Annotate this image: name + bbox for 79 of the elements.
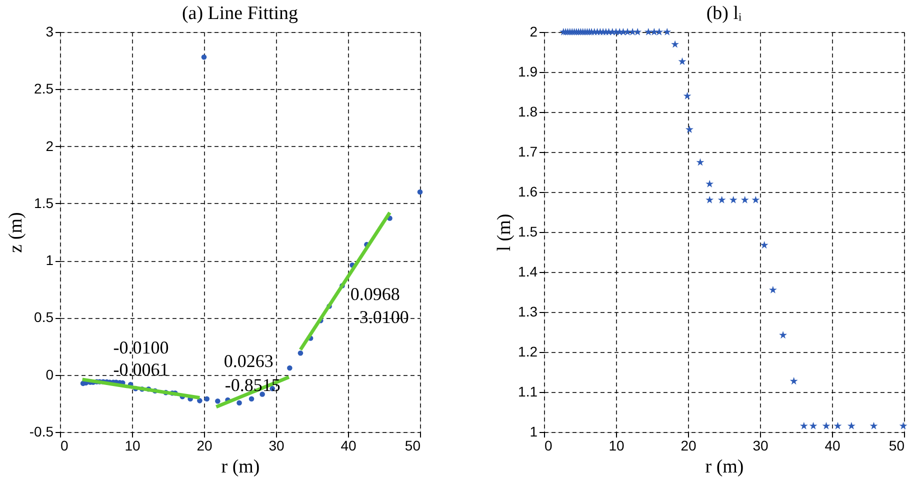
chart-title: (a) Line Fitting — [182, 3, 299, 24]
point — [650, 28, 658, 36]
point — [417, 189, 423, 195]
y-tick-label: 1.5 — [518, 224, 538, 240]
point — [678, 57, 686, 65]
point — [696, 158, 704, 166]
x-tick-label: 50 — [404, 438, 421, 454]
x-tick-label: 10 — [608, 438, 624, 454]
y-axis-title: z (m) — [5, 212, 26, 253]
x-tick-label: 10 — [124, 438, 140, 454]
point — [248, 396, 254, 402]
y-tick-label: 1.8 — [518, 104, 538, 120]
x-axis-title: r (m) — [705, 456, 744, 478]
y-tick-label: -0.5 — [29, 424, 54, 440]
y-tick-label: 1.9 — [518, 64, 538, 80]
point — [624, 28, 632, 36]
point — [760, 241, 768, 249]
point — [740, 196, 749, 204]
annotation: 0.0263 — [224, 351, 274, 371]
point — [870, 422, 878, 430]
point — [790, 377, 798, 385]
point — [204, 396, 210, 402]
point — [634, 28, 642, 36]
point — [706, 180, 714, 188]
y-tick-label: 1.2 — [518, 344, 538, 360]
y-tick-label: 2 — [46, 138, 54, 154]
x-tick-label: 40 — [824, 438, 840, 454]
x-tick-label: 20 — [680, 438, 696, 454]
x-tick-label: 30 — [268, 438, 284, 454]
point — [683, 92, 692, 100]
y-tick-label: 1 — [530, 424, 538, 440]
annotation: -0.0100 — [113, 338, 169, 358]
point — [809, 422, 818, 430]
point — [298, 350, 304, 356]
point — [899, 422, 908, 430]
y-tick-label: 2.5 — [34, 80, 54, 97]
y-tick-label: 1.5 — [34, 194, 54, 211]
y-tick-label: 3 — [46, 24, 54, 40]
annotation: 0.0968 — [350, 284, 400, 304]
point — [800, 422, 808, 430]
annotation: -3.0100 — [353, 307, 409, 328]
y-tick-label: 0 — [46, 366, 54, 382]
point — [847, 422, 856, 430]
point — [663, 28, 672, 36]
point — [834, 422, 842, 430]
x-tick-label: 0 — [544, 438, 552, 454]
x-tick-label: 20 — [196, 438, 212, 454]
point — [685, 125, 694, 133]
x-tick-label: 30 — [752, 438, 768, 454]
y-tick-label: 2 — [530, 24, 538, 40]
point — [655, 28, 664, 36]
annotation: -0.0061 — [113, 360, 169, 380]
chart-title: (b) lᵢ — [706, 3, 742, 24]
y-tick-label: 1.3 — [518, 304, 538, 320]
point — [236, 400, 242, 406]
x-tick-label: 0 — [60, 438, 68, 454]
point — [628, 28, 637, 36]
point — [779, 331, 788, 339]
point — [706, 196, 714, 204]
y-axis-title: l (m) — [494, 214, 516, 252]
x-tick-label: 40 — [340, 438, 356, 454]
y-tick-label: 1 — [46, 252, 54, 268]
point — [644, 28, 652, 36]
y-tick-label: 0.5 — [34, 309, 54, 326]
point — [215, 398, 220, 404]
point — [752, 196, 760, 204]
y-tick-label: 1.4 — [518, 264, 538, 280]
point — [201, 54, 207, 60]
x-tick-label: 50 — [888, 438, 905, 454]
point — [822, 422, 830, 430]
point — [287, 365, 292, 371]
point — [729, 196, 738, 204]
y-tick-label: 1.7 — [518, 144, 538, 160]
point — [671, 40, 680, 48]
point — [718, 196, 726, 204]
y-tick-label: 1.1 — [518, 384, 538, 400]
point — [768, 286, 777, 294]
x-axis-title: r (m) — [221, 456, 260, 478]
y-tick-label: 1.6 — [518, 184, 538, 200]
